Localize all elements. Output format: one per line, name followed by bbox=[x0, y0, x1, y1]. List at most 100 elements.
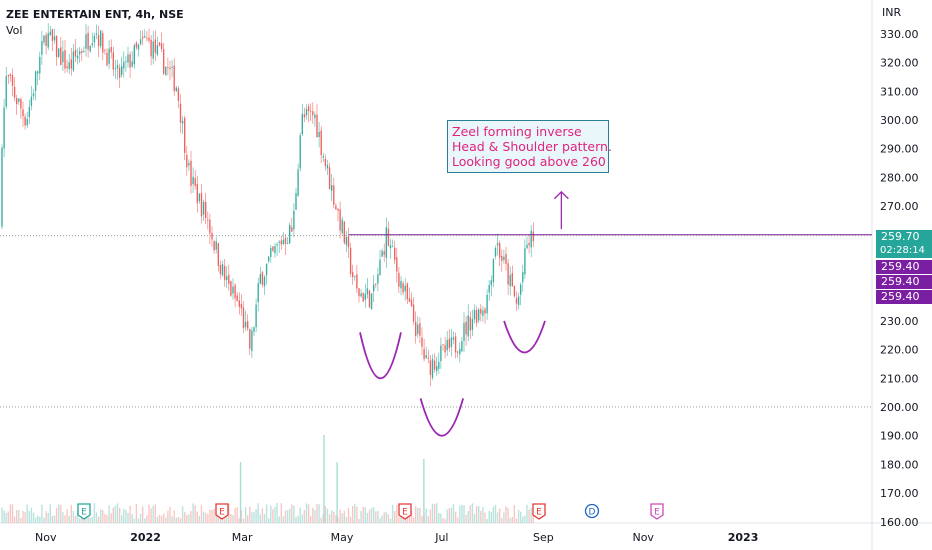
earnings-marker-shape bbox=[532, 503, 546, 520]
volume-bar bbox=[20, 518, 22, 523]
candle-body bbox=[402, 283, 404, 293]
volume-bar bbox=[450, 507, 453, 523]
candle-body bbox=[91, 43, 93, 46]
event-marker-D[interactable]: D bbox=[584, 503, 600, 519]
candle-body bbox=[247, 321, 249, 329]
volume-bar bbox=[207, 514, 209, 523]
volume-bar bbox=[91, 516, 93, 523]
candle-body bbox=[276, 244, 278, 246]
candle-body bbox=[530, 230, 532, 248]
volume-bar bbox=[286, 510, 289, 523]
candle-body bbox=[480, 308, 482, 314]
volume-bar bbox=[58, 504, 60, 523]
candle-body bbox=[85, 34, 87, 49]
volume-bar bbox=[186, 515, 188, 523]
symbol-legend[interactable]: ZEE ENTERTAIN ENT, 4h, NSE bbox=[6, 8, 184, 21]
candle-body bbox=[135, 42, 138, 48]
volume-bar bbox=[179, 518, 182, 523]
x-tick-label: Sep bbox=[533, 531, 554, 544]
candle-body bbox=[469, 316, 471, 331]
volume-bar bbox=[312, 507, 314, 523]
volume-bar bbox=[242, 518, 245, 523]
volume-bar bbox=[431, 503, 434, 523]
event-marker-E[interactable]: E bbox=[650, 503, 664, 520]
volume-bar bbox=[528, 509, 530, 523]
candle-body bbox=[465, 321, 467, 335]
x-tick-label: Nov bbox=[35, 531, 57, 544]
candle-body bbox=[362, 293, 364, 302]
volume-bar bbox=[349, 516, 352, 523]
candle-body bbox=[440, 345, 442, 362]
volume-bar bbox=[410, 510, 413, 523]
volume-bar bbox=[339, 509, 341, 523]
candle-body bbox=[343, 221, 345, 243]
volume-bar bbox=[76, 510, 79, 523]
candle-body bbox=[486, 294, 488, 314]
candle-body bbox=[517, 296, 520, 306]
annotation-note[interactable]: Zeel forming inverse Head & Shoulder pat… bbox=[447, 120, 612, 173]
volume-bar bbox=[110, 513, 112, 523]
candle-body bbox=[356, 274, 358, 289]
volume-bar bbox=[509, 517, 511, 523]
volume-bar bbox=[28, 510, 30, 523]
volume-bar bbox=[499, 508, 501, 523]
volume-bar bbox=[230, 514, 232, 523]
volume-bar bbox=[448, 508, 450, 523]
event-marker-E[interactable]: E bbox=[532, 503, 546, 520]
candle-body bbox=[333, 185, 335, 205]
event-marker-E[interactable]: E bbox=[77, 503, 91, 520]
candle-body bbox=[24, 116, 26, 126]
volume-bar bbox=[515, 518, 518, 523]
candle-body bbox=[156, 45, 159, 55]
volume-bar bbox=[152, 505, 154, 523]
volume-bar bbox=[3, 510, 5, 523]
volume-bar bbox=[412, 517, 415, 523]
candle-body bbox=[488, 285, 490, 293]
candle-body bbox=[127, 54, 129, 63]
candle-body bbox=[79, 51, 81, 55]
candle-body bbox=[301, 113, 303, 135]
volume-bar bbox=[244, 507, 247, 523]
event-marker-E[interactable]: E bbox=[215, 503, 229, 520]
candle-body bbox=[53, 36, 56, 41]
volume-bar bbox=[43, 517, 45, 523]
volume-bar bbox=[484, 512, 486, 523]
x-axis: Nov 2022 Mar May Jul Sep Nov 2023 bbox=[35, 531, 758, 544]
candle-body bbox=[513, 285, 516, 297]
volume-bar bbox=[526, 504, 528, 523]
volume-bar bbox=[280, 503, 282, 523]
volume-legend[interactable]: Vol bbox=[6, 24, 23, 37]
volume-bar bbox=[352, 505, 354, 523]
volume-bar bbox=[482, 506, 484, 523]
volume-bar bbox=[505, 506, 507, 523]
candle-body bbox=[150, 39, 152, 57]
candle-body bbox=[253, 327, 255, 332]
volume-bar bbox=[116, 503, 119, 523]
volume-bar bbox=[282, 516, 285, 523]
volume-bar bbox=[263, 514, 266, 523]
candle-body bbox=[358, 288, 360, 297]
candle-body bbox=[64, 50, 66, 69]
candle-body bbox=[396, 257, 398, 272]
volume-bar bbox=[530, 507, 532, 523]
volume-bar bbox=[366, 513, 369, 523]
volume-bar bbox=[467, 511, 469, 523]
candle-body bbox=[429, 360, 432, 375]
volume-bar bbox=[377, 510, 379, 523]
volume-bar bbox=[442, 518, 444, 523]
volume-bar bbox=[480, 510, 482, 523]
candle-body bbox=[322, 156, 324, 158]
event-marker-label: E bbox=[219, 508, 225, 518]
candle-body bbox=[9, 74, 12, 76]
volume-bar bbox=[436, 503, 438, 523]
candle-body bbox=[108, 48, 110, 64]
y-tick-label: 280.00 bbox=[880, 171, 919, 184]
candle-body bbox=[520, 284, 522, 295]
candle-body bbox=[373, 284, 375, 292]
event-marker-E[interactable]: E bbox=[398, 503, 412, 520]
candle-body bbox=[37, 71, 39, 74]
candle-body bbox=[385, 227, 387, 258]
volume-bar bbox=[429, 509, 432, 523]
volume-bar bbox=[511, 516, 513, 523]
